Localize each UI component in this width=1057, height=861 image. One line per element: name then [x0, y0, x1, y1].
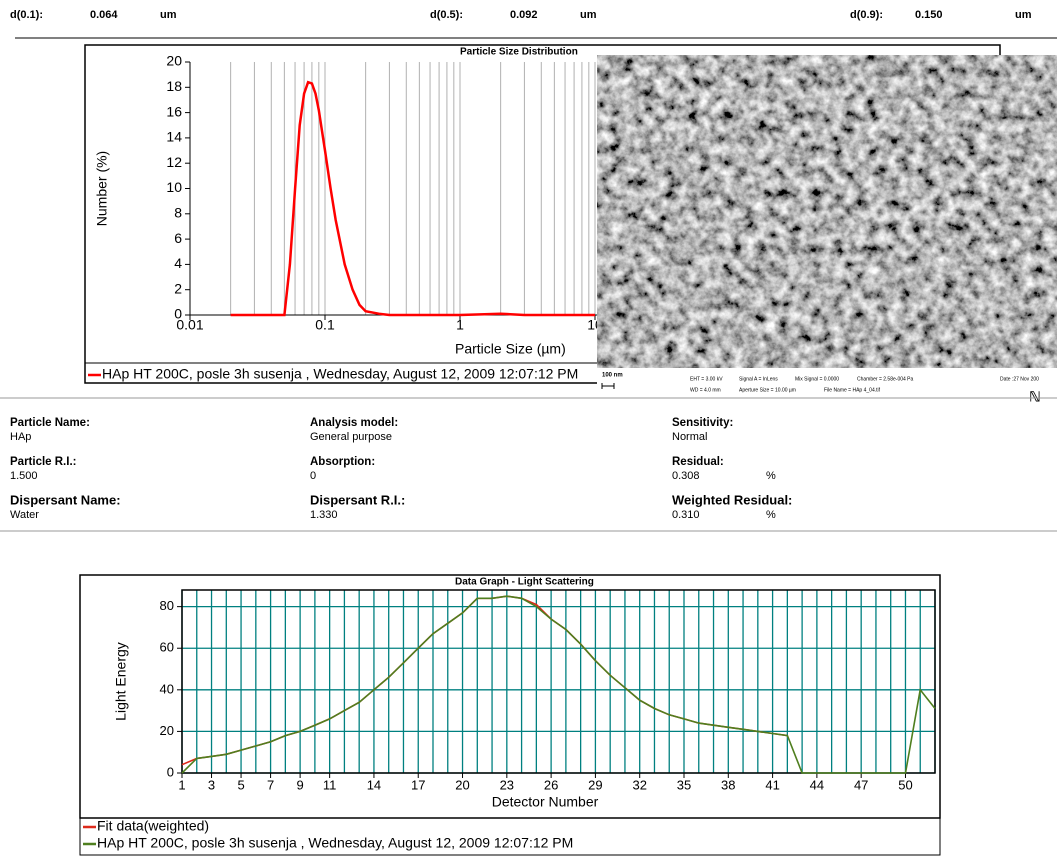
y-tick-label: 14: [166, 129, 182, 145]
param-label: Dispersant Name:: [10, 492, 121, 507]
x-tick-label: 32: [632, 777, 646, 792]
scale-bar-label: 100 nm: [602, 373, 623, 379]
legend-label: HAp HT 200C, posle 3h susenja , Wednesda…: [102, 366, 578, 382]
sem-info: Aperture Size = 10.00 µm: [739, 387, 796, 393]
param-value: 1.500: [10, 470, 38, 482]
y-tick-label: 2: [174, 280, 182, 296]
param-value: HAp: [10, 431, 31, 443]
header-label: d(0.5):: [430, 9, 463, 21]
param-label: Particle R.I.:: [10, 456, 76, 468]
header-value: 0.092: [510, 9, 538, 21]
header-unit: um: [580, 9, 597, 21]
x-axis-label: Detector Number: [492, 794, 599, 810]
x-tick-label: 35: [677, 777, 691, 792]
param-value: General purpose: [310, 431, 392, 443]
header-label: d(0.9):: [850, 9, 883, 21]
x-tick-label: 1: [456, 317, 464, 333]
y-tick-label: 20: [160, 723, 174, 738]
param-label: Sensitivity:: [672, 417, 733, 429]
y-tick-label: 10: [166, 179, 182, 195]
param-value: 1.330: [310, 509, 338, 521]
y-tick-label: 18: [166, 78, 182, 94]
x-tick-label: 20: [455, 777, 469, 792]
sem-info: File Name = HAp 4_04.tif: [824, 387, 881, 393]
header-label: d(0.1):: [10, 9, 43, 21]
param-value: Normal: [672, 431, 707, 443]
param-value: 0.310: [672, 509, 700, 521]
y-tick-label: 12: [166, 154, 182, 170]
sem-info: EHT = 3.00 kV: [690, 376, 723, 382]
x-axis-label: Particle Size (µm): [455, 341, 566, 357]
param-label: Analysis model:: [310, 417, 398, 429]
plot-border: [181, 589, 936, 774]
param-label: Particle Name:: [10, 417, 90, 429]
legend-frame: [79, 817, 941, 856]
y-tick-label: 0: [167, 764, 174, 779]
legend-label: Fit data(weighted): [97, 818, 209, 834]
x-tick-label: 3: [208, 777, 215, 792]
y-tick-label: 20: [166, 53, 182, 69]
param-label: Weighted Residual:: [672, 492, 792, 507]
x-tick-label: 23: [500, 777, 514, 792]
header-unit: um: [1015, 9, 1032, 21]
x-tick-label: 17: [411, 777, 425, 792]
param-label: Residual:: [672, 456, 724, 468]
data-line: [230, 80, 595, 317]
y-tick-label: 60: [160, 640, 174, 655]
sem-info: WD = 4.0 mm: [690, 387, 721, 393]
y-axis-label: Light Energy: [113, 642, 129, 721]
y-tick-label: 4: [174, 255, 182, 271]
x-tick-label: 50: [898, 777, 912, 792]
sem-logo: ℕ: [1029, 389, 1041, 405]
y-axis-label: Number (%): [94, 151, 110, 226]
header-value: 0.150: [915, 9, 943, 21]
sem-info: Chamber = 2.58e-004 Pa: [857, 376, 914, 382]
x-tick-label: 5: [237, 777, 244, 792]
x-tick-label: 14: [367, 777, 381, 792]
scale-bar: [601, 383, 615, 389]
chart-title: Data Graph - Light Scattering: [455, 577, 594, 588]
y-tick-label: 8: [174, 205, 182, 221]
x-tick-label: 26: [544, 777, 558, 792]
param-value: 0.308: [672, 470, 700, 482]
sem-info: Mix Signal = 0.0000: [795, 376, 839, 382]
sem-caption: [597, 368, 1057, 410]
header-value: 0.064: [90, 9, 118, 21]
x-tick-label: 0.1: [315, 317, 335, 333]
x-tick-label: 41: [765, 777, 779, 792]
y-tick-label: 40: [160, 681, 174, 696]
param-label: Absorption:: [310, 456, 375, 468]
data-line: [181, 595, 936, 774]
sem-info: Date :27 Nov 200: [1000, 376, 1039, 382]
x-tick-label: 38: [721, 777, 735, 792]
x-tick-label: 7: [267, 777, 274, 792]
x-tick-label: 11: [323, 777, 337, 792]
y-tick-label: 0: [174, 306, 182, 322]
x-tick-label: 47: [854, 777, 868, 792]
param-value: Water: [10, 509, 39, 521]
sem-info: Signal A = InLens: [739, 376, 778, 382]
chart-frame: [79, 574, 941, 819]
x-tick-label: 29: [588, 777, 602, 792]
x-tick-label: 44: [810, 777, 824, 792]
y-tick-label: 6: [174, 230, 182, 246]
chart-title: Particle Size Distribution: [460, 47, 578, 58]
y-tick-label: 16: [166, 103, 182, 119]
header-unit: um: [160, 9, 177, 21]
x-tick-label: 9: [297, 777, 304, 792]
y-tick-label: 80: [160, 598, 174, 613]
legend-label: HAp HT 200C, posle 3h susenja , Wednesda…: [97, 835, 573, 851]
param-unit: %: [766, 470, 776, 482]
param-label: Dispersant R.I.:: [310, 492, 405, 507]
x-tick-label: 1: [178, 777, 185, 792]
param-unit: %: [766, 509, 776, 521]
param-value: 0: [310, 470, 316, 482]
sem-image: [597, 55, 1057, 368]
x-tick-label: 0.01: [176, 317, 203, 333]
